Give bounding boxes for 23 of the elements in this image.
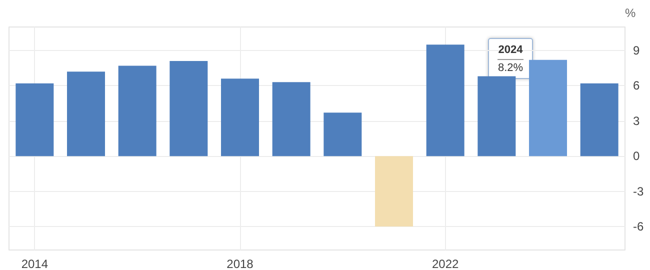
annotation: 8.2% [498, 62, 524, 74]
bar [529, 60, 567, 156]
bar [67, 72, 105, 156]
y-tick-label: 6 [633, 78, 640, 93]
bar [118, 66, 156, 156]
bar [170, 61, 208, 156]
y-tick-label: 0 [633, 149, 640, 164]
y-tick-label: -3 [633, 184, 644, 198]
bar [580, 83, 618, 156]
bar [16, 83, 54, 156]
y-tick-label: 9 [633, 43, 640, 58]
x-tick-label: 2018 [226, 257, 254, 270]
y-tick-label: -6 [633, 220, 644, 234]
bar [324, 112, 362, 156]
y-tick-label: 3 [633, 114, 640, 128]
bar [272, 82, 310, 156]
bar [375, 156, 413, 227]
bar [221, 78, 259, 156]
annotation: 2024 [498, 44, 524, 56]
bar [426, 44, 464, 156]
x-tick-label: 2022 [432, 257, 460, 270]
x-tick-label: 2014 [21, 257, 48, 270]
y-axis-title: % [625, 6, 636, 20]
